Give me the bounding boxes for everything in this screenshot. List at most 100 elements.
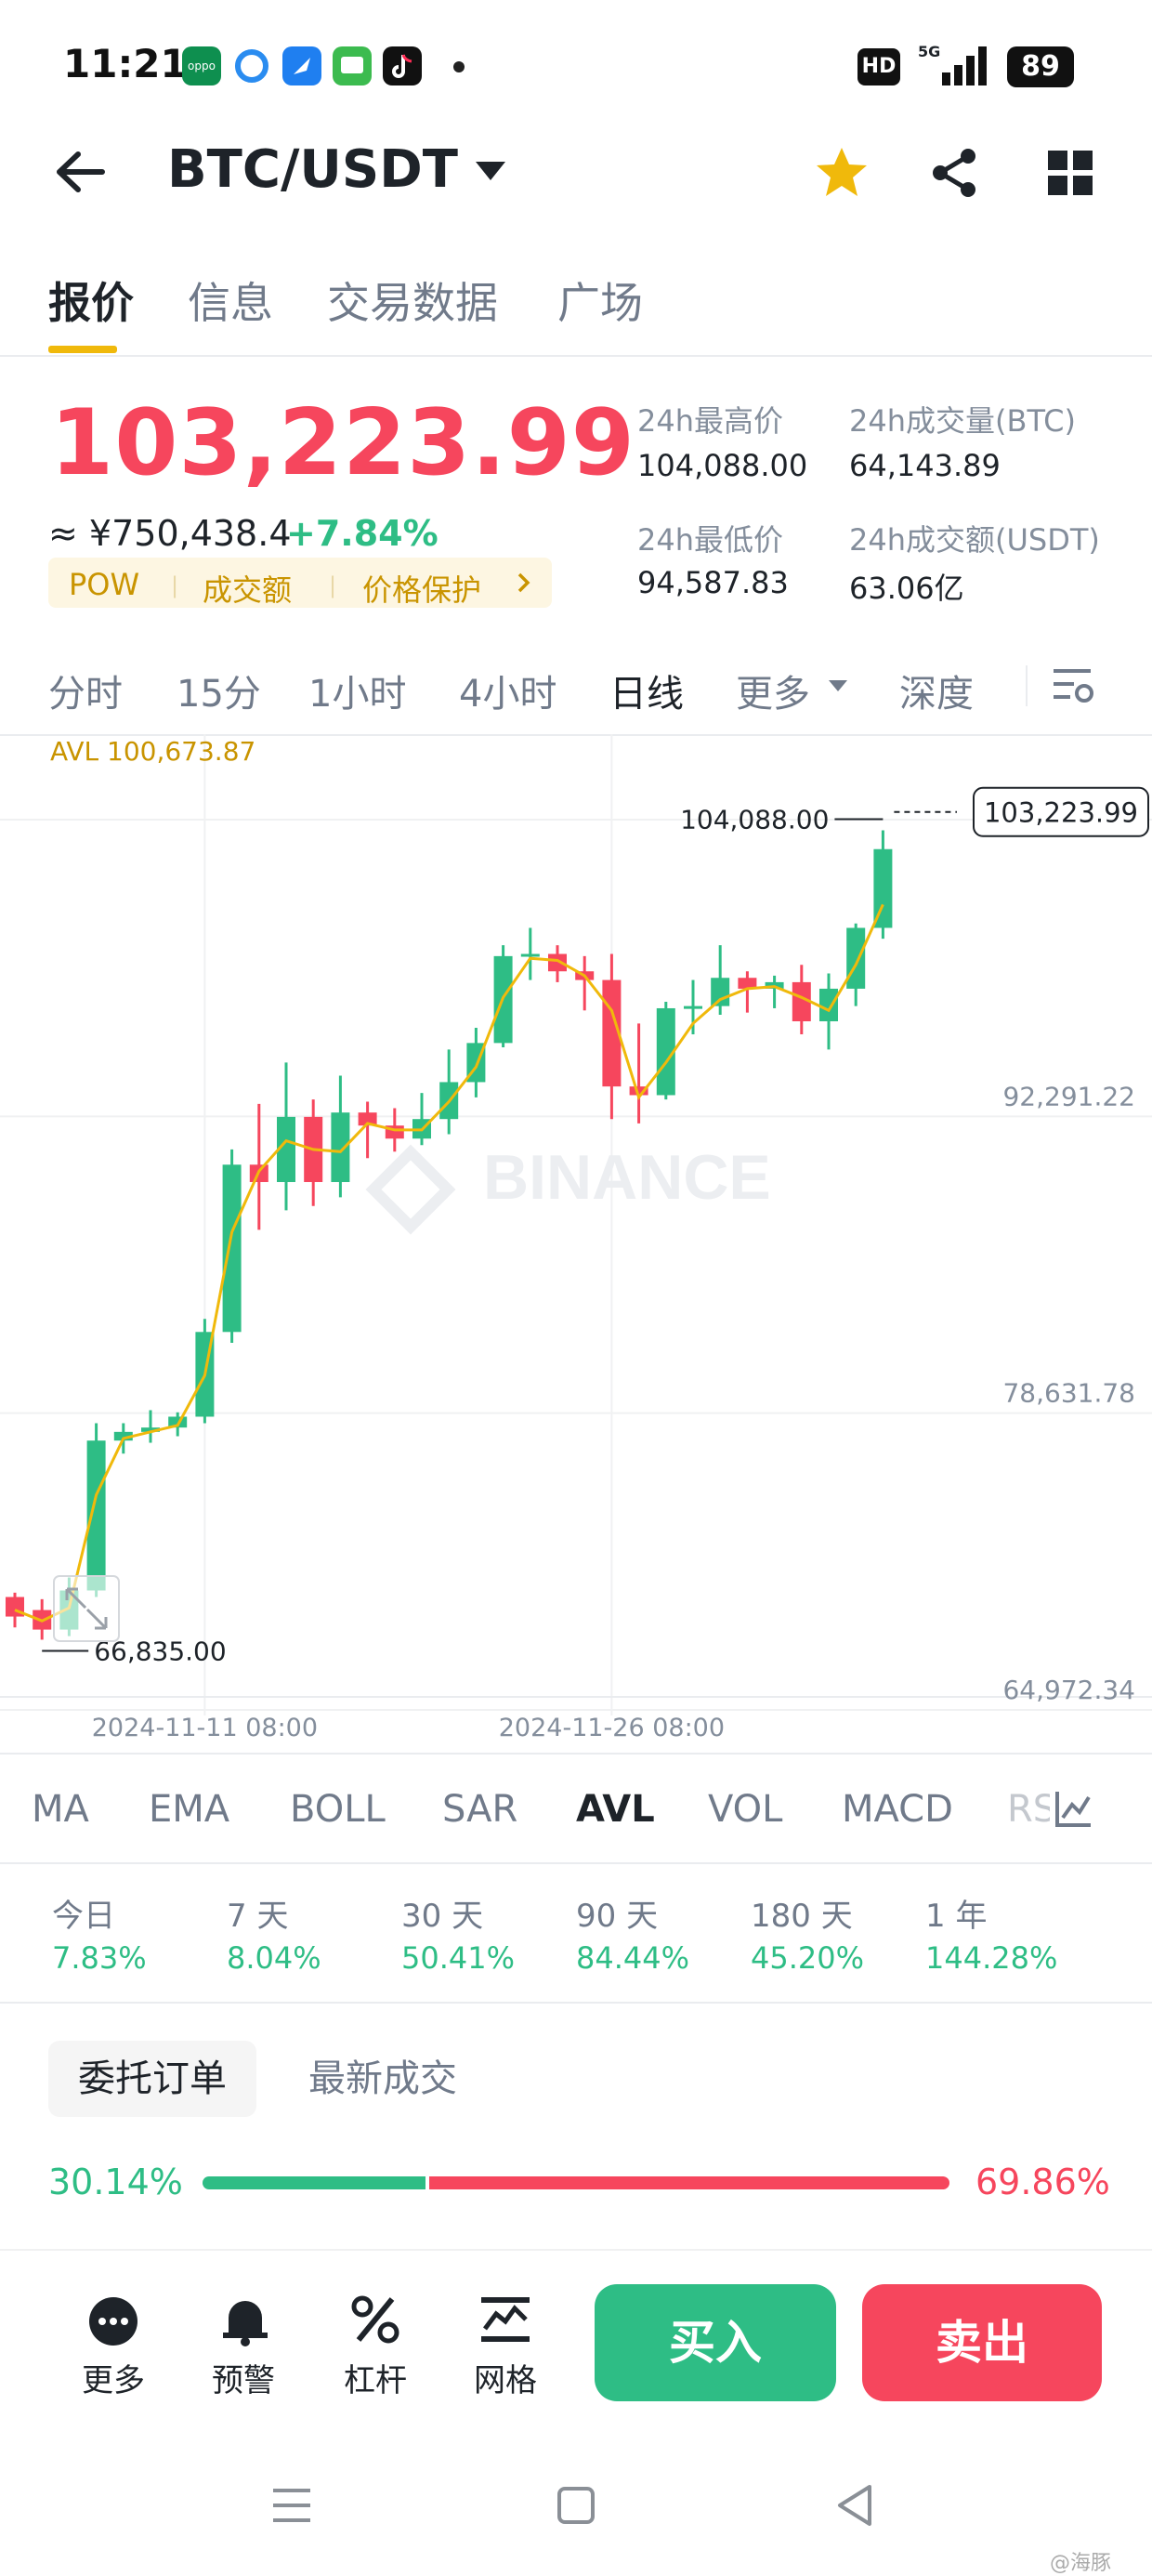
pair-title[interactable]: BTC/USDT xyxy=(167,139,458,200)
feather-app-icon xyxy=(282,46,321,85)
buy-button[interactable]: 买入 xyxy=(595,2284,836,2401)
timeframe-tab-15m[interactable]: 15分 xyxy=(177,673,261,716)
stat-vol-btc-value: 64,143.89 xyxy=(849,448,1001,483)
perf-value-7d: 8.04% xyxy=(227,1940,321,1976)
tag-separator: | xyxy=(329,572,337,598)
chart-settings-icon[interactable] xyxy=(1050,665,1096,708)
caret-down-icon[interactable] xyxy=(827,678,849,693)
y-tick-label: 78,631.78 xyxy=(1002,1378,1135,1409)
candle-body xyxy=(792,981,811,1021)
sell-button[interactable]: 卖出 xyxy=(862,2284,1102,2401)
bottom-grid[interactable]: 网格 xyxy=(474,2362,537,2399)
indicator-tab-rsi[interactable]: RSI xyxy=(1007,1788,1050,1831)
tab-order-book[interactable]: 委托订单 xyxy=(48,2041,256,2117)
timeframe-tab-1d[interactable]: 日线 xyxy=(609,673,684,716)
tiktok-app-icon xyxy=(383,46,422,85)
share-icon[interactable] xyxy=(929,147,981,199)
candle-up xyxy=(331,1075,350,1198)
indicator-tab-ma[interactable]: MA xyxy=(32,1788,89,1831)
tab-quote[interactable]: 报价 xyxy=(48,278,134,328)
candle-up xyxy=(520,927,540,980)
current-price-label: 103,223.99 xyxy=(984,797,1138,829)
grid-menu-icon[interactable] xyxy=(1046,149,1094,197)
leverage-icon[interactable] xyxy=(349,2293,401,2346)
candle-down xyxy=(548,945,567,982)
indicator-tab-ema[interactable]: EMA xyxy=(149,1788,230,1831)
oppo-app-icon: oppo xyxy=(182,46,221,85)
candle-body xyxy=(113,1431,133,1441)
candle-body xyxy=(277,1116,295,1182)
tab-square[interactable]: 广场 xyxy=(557,278,643,328)
indicator-tab-avl[interactable]: AVL xyxy=(576,1788,655,1831)
tag-strip[interactable] xyxy=(48,558,552,608)
timeframe-tab-1h[interactable]: 1小时 xyxy=(308,673,407,716)
perf-label-30d: 30 天 xyxy=(401,1898,484,1935)
candle-up xyxy=(141,1410,160,1443)
divider xyxy=(0,2249,1152,2251)
candle-body xyxy=(331,1112,350,1182)
menu-nav-icon[interactable] xyxy=(269,2485,314,2526)
perf-value-180d: 45.20% xyxy=(751,1940,865,1976)
candle-body xyxy=(629,1086,648,1096)
bottom-more[interactable]: 更多 xyxy=(82,2362,145,2399)
y-tick-label: 92,291.22 xyxy=(1002,1081,1135,1111)
indicator-tab-boll[interactable]: BOLL xyxy=(290,1788,386,1831)
binance-watermark: BINANCE xyxy=(483,1142,771,1213)
timeframe-tab-depth[interactable]: 深度 xyxy=(899,673,974,716)
candle-body xyxy=(86,1440,106,1591)
perf-label-180d: 180 天 xyxy=(751,1898,853,1935)
timeframe-tab-more[interactable]: 更多 xyxy=(736,673,810,716)
last-price: 103,223.99 xyxy=(50,390,635,496)
status-time: 11:21 xyxy=(63,41,188,86)
tab-latest-trades[interactable]: 最新成交 xyxy=(308,2057,457,2100)
candle-down xyxy=(792,965,811,1035)
indicator-tab-macd[interactable]: MACD xyxy=(842,1788,953,1831)
tab-underline xyxy=(48,346,117,353)
buy-ratio: 30.14% xyxy=(48,2162,183,2202)
max-price-label: 104,088.00 xyxy=(680,805,829,835)
tab-info[interactable]: 信息 xyxy=(188,278,273,328)
bell-icon[interactable] xyxy=(219,2293,271,2347)
candle-body xyxy=(656,1007,675,1096)
chevron-right-icon[interactable] xyxy=(515,571,533,595)
tag-price-protection[interactable]: 价格保护 xyxy=(362,572,482,608)
price-change: +7.84% xyxy=(286,513,439,554)
favorite-star-icon[interactable] xyxy=(814,145,870,201)
y-tick-label: 64,972.34 xyxy=(1002,1675,1135,1705)
buy-ratio-bar xyxy=(203,2176,426,2189)
bottom-leverage[interactable]: 杠杆 xyxy=(344,2362,407,2399)
indicator-settings-icon[interactable] xyxy=(1054,1788,1094,1829)
candle-up xyxy=(412,1093,431,1146)
indicator-tab-sar[interactable]: SAR xyxy=(442,1788,518,1831)
more-icon[interactable] xyxy=(87,2295,139,2347)
tab-trading-data[interactable]: 交易数据 xyxy=(327,278,498,328)
divider xyxy=(1026,665,1028,706)
battery-icon: 89 xyxy=(1007,46,1074,87)
indicator-tab-vol[interactable]: VOL xyxy=(708,1788,783,1831)
candle-up xyxy=(656,1001,675,1100)
candle-body xyxy=(222,1164,242,1333)
grid-trading-icon[interactable] xyxy=(479,2293,531,2346)
candle-body xyxy=(873,848,893,928)
divider xyxy=(0,734,1152,736)
timeframe-tab-time[interactable]: 分时 xyxy=(48,673,123,716)
network-type: 5G xyxy=(918,43,941,60)
candle-body xyxy=(711,978,730,1006)
candle-up xyxy=(86,1423,106,1597)
bottom-alert[interactable]: 预警 xyxy=(212,2362,275,2399)
tag-turnover[interactable]: 成交额 xyxy=(203,572,293,608)
x-tick-label: 2024-11-11 08:00 xyxy=(92,1714,318,1742)
candle-body xyxy=(819,988,838,1021)
back-arrow-icon[interactable] xyxy=(54,149,110,195)
candlestick-chart[interactable]: BINANCE AVL 100,673.87 105,950.6592,291.… xyxy=(0,734,1152,1753)
expand-chart-icon[interactable] xyxy=(53,1575,120,1642)
candle-body xyxy=(358,1112,377,1126)
candle-body xyxy=(846,927,866,989)
perf-label-today: 今日 xyxy=(52,1898,115,1935)
perf-label-7d: 7 天 xyxy=(227,1898,289,1935)
tag-pow[interactable]: POW xyxy=(69,567,140,602)
caret-down-icon[interactable] xyxy=(474,160,507,182)
back-nav-icon[interactable] xyxy=(832,2481,877,2530)
home-nav-icon[interactable] xyxy=(554,2483,598,2528)
timeframe-tab-4h[interactable]: 4小时 xyxy=(459,673,557,716)
